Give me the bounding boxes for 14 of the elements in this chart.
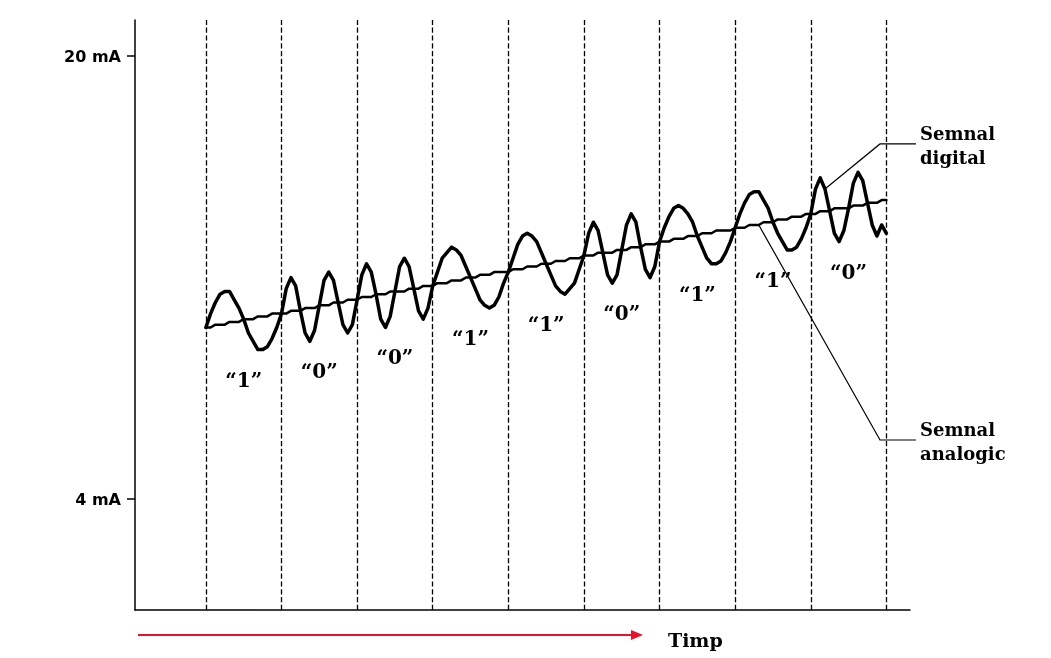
text: Semnal analogic	[920, 419, 1006, 465]
text: Semnal digital	[920, 123, 1002, 169]
y-tick-label: 20 mA	[64, 46, 122, 66]
x-axis-title: Timp	[668, 629, 723, 651]
annotation: “1”	[225, 367, 263, 392]
annotation: “1”	[678, 281, 716, 306]
annotation: “0”	[300, 359, 338, 384]
annotation: “1”	[754, 267, 792, 292]
y-tick-label: 4 mA	[75, 489, 122, 509]
annotation: “1”	[452, 326, 489, 351]
annotation: “1”	[527, 312, 565, 337]
annotation: “0”	[830, 259, 868, 284]
annotation: “0”	[603, 301, 641, 326]
annotation: “0”	[376, 345, 414, 370]
